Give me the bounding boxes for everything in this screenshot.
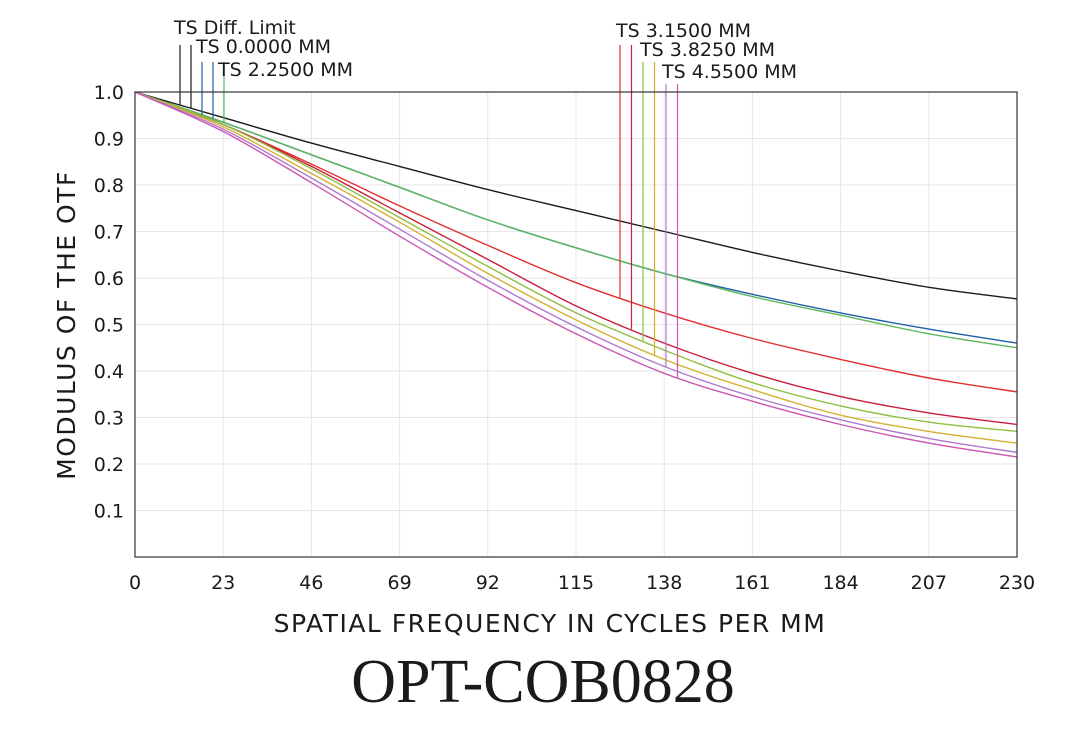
series-line [134,91,1018,433]
legend-entry: TS 0.0000 MM [195,36,331,58]
series-line [134,91,1018,300]
y-tick-label: 0.6 [94,268,124,290]
y-axis-label: MODULUS OF THE OTF [52,170,81,480]
chart-title: OPT-COB0828 [351,648,735,716]
x-tick-label: 23 [211,572,235,594]
x-tick-label: 46 [299,572,323,594]
x-tick-label: 0 [129,572,141,594]
series-line [134,91,1018,426]
x-tick-label: 230 [999,572,1035,594]
y-tick-label: 0.7 [94,222,124,244]
y-tick-label: 0.9 [94,129,124,151]
x-tick-label: 184 [822,572,858,594]
x-tick-label: 69 [388,572,412,594]
y-tick-label: 0.1 [94,501,124,523]
series-line [134,91,1018,454]
series-line [134,91,1018,444]
legend-entry: TS 3.1500 MM [615,20,751,42]
series-line [134,91,1018,349]
y-tick-label: 0.5 [94,315,124,337]
x-tick-label: 138 [646,572,682,594]
x-tick-label: 161 [734,572,770,594]
y-tick-label: 0.4 [94,361,124,383]
legend-entry: TS 2.2500 MM [217,59,353,81]
legend-entry: TS Diff. Limit [173,17,296,39]
y-tick-label: 0.8 [94,175,124,197]
legend-leader-lines [179,45,679,378]
x-tick-label: 207 [911,572,947,594]
series-layer [134,91,1018,458]
series-line [134,91,1018,458]
y-tick-label: 0.3 [94,408,124,430]
plot-frame [134,91,1018,558]
x-tick-label: 92 [476,572,500,594]
legend-entry: TS 4.5500 MM [661,61,797,83]
x-axis-label: SPATIAL FREQUENCY IN CYCLES PER MM [274,609,827,638]
y-tick-label: 0.2 [94,454,124,476]
y-tick-labels: 0.1 0.2 0.3 0.4 0.5 0.6 0.7 0.8 0.9 1.0 [94,82,124,523]
x-tick-labels: 0 23 46 69 92 115 138 161 184 207 230 [129,572,1035,594]
y-tick-label: 1.0 [94,82,124,104]
x-tick-label: 115 [558,572,594,594]
series-line [134,91,1018,393]
legend-entry: TS 3.8250 MM [639,39,775,61]
